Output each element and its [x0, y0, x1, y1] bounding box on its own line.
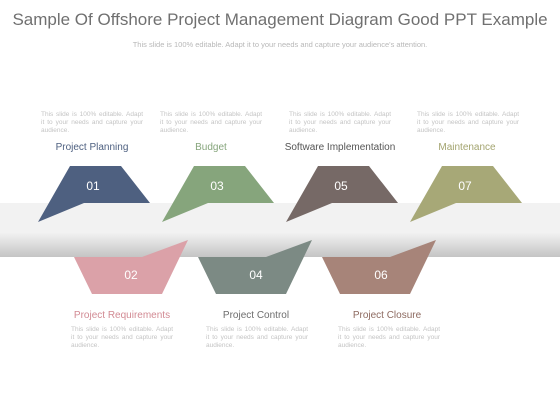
step-shape-03: [162, 166, 274, 222]
slide-subtitle: This slide is 100% editable. Adapt it to…: [132, 40, 428, 49]
step-shape-04: [198, 240, 312, 294]
step-label-07: Maintenance: [438, 142, 496, 153]
slide-title: Sample Of Offshore Project Management Di…: [12, 10, 548, 29]
step-label-06: Project Closure: [352, 310, 422, 321]
step-shape-02: [74, 240, 188, 294]
step-description-04: This slide is 100% editable. Adapt it to…: [206, 326, 308, 349]
step-label-01: Project Planning: [55, 142, 129, 153]
step-description-07: This slide is 100% editable. Adapt it to…: [417, 111, 519, 134]
step-number-03: 03: [210, 179, 224, 193]
step-number-07: 07: [458, 179, 472, 193]
step-label-05: Software Implementation: [284, 142, 396, 153]
step-description-05: This slide is 100% editable. Adapt it to…: [289, 111, 391, 134]
step-description-06: This slide is 100% editable. Adapt it to…: [338, 326, 440, 349]
step-description-03: This slide is 100% editable. Adapt it to…: [160, 111, 262, 134]
step-label-02: Project Requirements: [73, 310, 171, 321]
step-number-06: 06: [374, 268, 388, 282]
step-description-02: This slide is 100% editable. Adapt it to…: [71, 326, 173, 349]
step-number-04: 04: [249, 268, 263, 282]
step-number-05: 05: [334, 179, 348, 193]
step-shape-01: [38, 166, 150, 222]
step-description-01: This slide is 100% editable. Adapt it to…: [41, 111, 143, 134]
step-shape-05: [286, 166, 398, 222]
step-number-02: 02: [124, 268, 138, 282]
step-label-03: Budget: [195, 142, 227, 153]
connector-band: [0, 203, 560, 257]
step-label-04: Project Control: [222, 310, 290, 321]
step-shape-06: [322, 240, 436, 294]
step-number-01: 01: [86, 179, 100, 193]
step-shape-07: [410, 166, 522, 222]
